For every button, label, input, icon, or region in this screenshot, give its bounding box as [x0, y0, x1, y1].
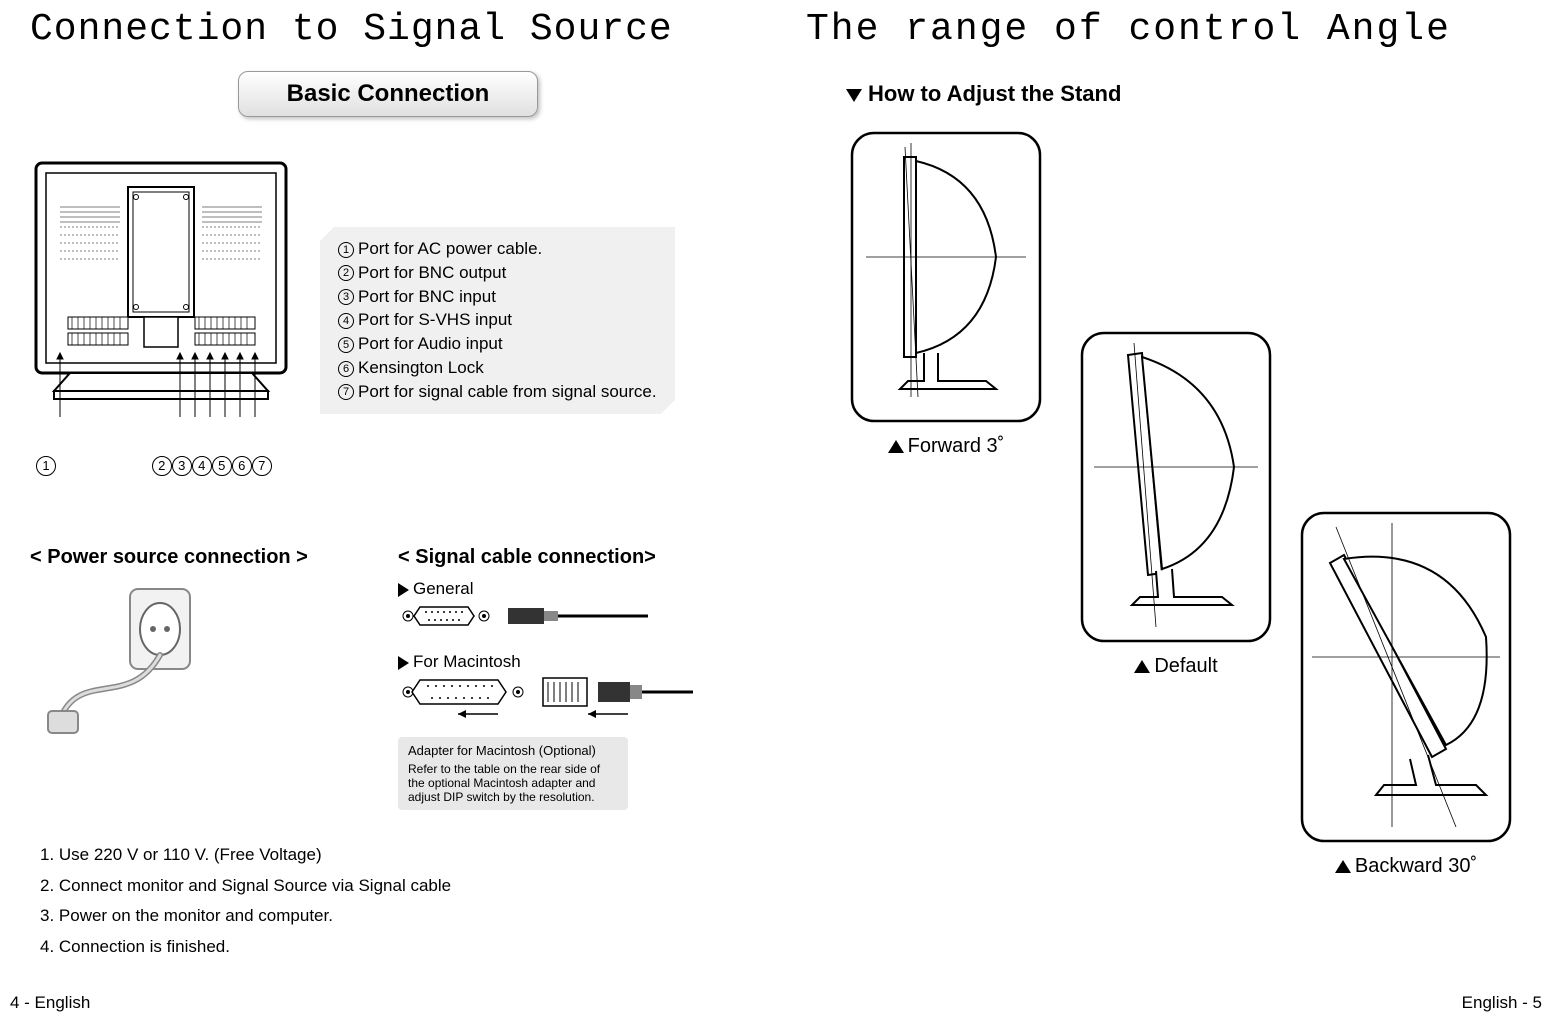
- callout-2: 2: [152, 456, 172, 476]
- mac-adapter-note: Adapter for Macintosh (Optional) Refer t…: [398, 737, 628, 810]
- step-1: 1. Use 220 V or 110 V. (Free Voltage): [40, 840, 746, 871]
- right-page-footer: English - 5: [1462, 993, 1542, 1013]
- mac-label: For Macintosh: [413, 652, 521, 671]
- triangle-down-icon: [846, 89, 862, 102]
- callout-1: 1: [36, 456, 56, 476]
- general-label: General: [413, 579, 473, 598]
- port-num-4: 4: [338, 313, 354, 329]
- port-num-5: 5: [338, 337, 354, 353]
- port-num-3: 3: [338, 289, 354, 305]
- port-label-5: Port for Audio input: [358, 334, 503, 353]
- power-title: < Power source connection >: [30, 546, 378, 569]
- step-2: 2. Connect monitor and Signal Source via…: [40, 871, 746, 902]
- monitor-rear-diagram: 1 234567: [30, 157, 300, 476]
- power-plug-diagram: [30, 579, 240, 739]
- how-to-adjust-title: How to Adjust the Stand: [846, 81, 1522, 107]
- port-list-box: 1Port for AC power cable. 2Port for BNC …: [320, 227, 675, 414]
- port-num-2: 2: [338, 265, 354, 281]
- callout-3: 3: [172, 456, 192, 476]
- signal-title: < Signal cable connection>: [398, 546, 746, 569]
- triangle-icon: [398, 583, 409, 597]
- callout-4: 4: [192, 456, 212, 476]
- how-title-text: How to Adjust the Stand: [868, 81, 1121, 106]
- forward-caption: Forward 3˚: [908, 435, 1005, 457]
- port-callout-numbers: 1 234567: [30, 456, 300, 476]
- port-label-7: Port for signal cable from signal source…: [358, 382, 657, 401]
- port-label-3: Port for BNC input: [358, 287, 496, 306]
- left-page: Connection to Signal Source Basic Connec…: [0, 0, 776, 1029]
- backward-figure: Backward 30˚: [1296, 507, 1516, 878]
- mac-box-title: Adapter for Macintosh (Optional): [408, 743, 618, 758]
- default-caption: Default: [1154, 655, 1217, 677]
- right-title: The range of control Angle: [806, 8, 1522, 51]
- callout-6: 6: [232, 456, 252, 476]
- signal-connection-section: < Signal cable connection> General For M…: [398, 546, 746, 810]
- default-figure: Default: [1076, 327, 1276, 678]
- port-label-6: Kensington Lock: [358, 358, 484, 377]
- triangle-up-icon: [888, 440, 904, 453]
- triangle-icon: [398, 656, 409, 670]
- port-num-7: 7: [338, 384, 354, 400]
- port-label-2: Port for BNC output: [358, 263, 506, 282]
- general-cable-diagram: [398, 599, 658, 633]
- left-title: Connection to Signal Source: [30, 8, 746, 51]
- callout-7: 7: [252, 456, 272, 476]
- callout-5: 5: [212, 456, 232, 476]
- triangle-up-icon: [1335, 860, 1351, 873]
- step-3: 3. Power on the monitor and computer.: [40, 901, 746, 932]
- left-page-footer: 4 - English: [10, 993, 90, 1013]
- right-page: The range of control Angle How to Adjust…: [776, 0, 1552, 1029]
- step-4: 4. Connection is finished.: [40, 932, 746, 963]
- port-num-1: 1: [338, 242, 354, 258]
- basic-connection-badge: Basic Connection: [238, 71, 538, 117]
- power-connection-section: < Power source connection >: [30, 546, 378, 810]
- port-num-6: 6: [338, 361, 354, 377]
- backward-caption: Backward 30˚: [1355, 855, 1477, 877]
- forward-figure: Forward 3˚: [846, 127, 1046, 458]
- triangle-up-icon: [1134, 660, 1150, 673]
- port-label-4: Port for S-VHS input: [358, 310, 512, 329]
- mac-box-body: Refer to the table on the rear side of t…: [408, 762, 618, 804]
- mac-cable-diagram: [398, 672, 698, 722]
- connection-steps: 1. Use 220 V or 110 V. (Free Voltage) 2.…: [30, 840, 746, 962]
- port-label-1: Port for AC power cable.: [358, 239, 542, 258]
